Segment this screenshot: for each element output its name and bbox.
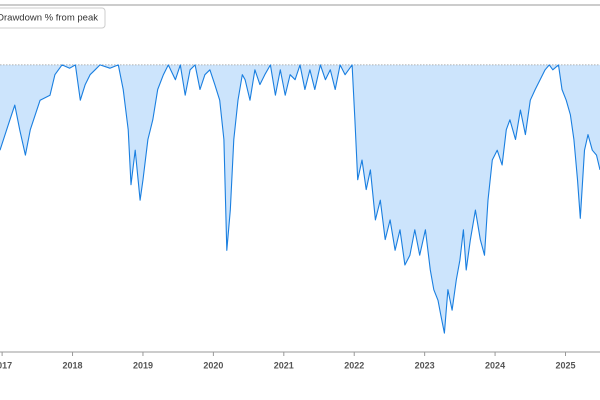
x-tick-label: 2024 [485,360,505,370]
x-tick-label: 2025 [555,360,575,370]
x-tick-label: 2022 [344,360,364,370]
drawdown-line [0,64,600,334]
x-tick-label: 2021 [274,360,294,370]
plot-area [0,64,600,334]
drawdown-area [0,64,600,334]
legend-label: Drawdown % from peak [0,13,98,24]
x-tick-label: 2017 [0,360,12,370]
x-tick-label: 2018 [63,360,83,370]
x-tick-label: 2023 [415,360,435,370]
x-tick-label: 2019 [133,360,153,370]
legend: Drawdown % from peak [0,7,106,29]
x-tick-label: 2020 [203,360,223,370]
legend-box [0,7,106,29]
